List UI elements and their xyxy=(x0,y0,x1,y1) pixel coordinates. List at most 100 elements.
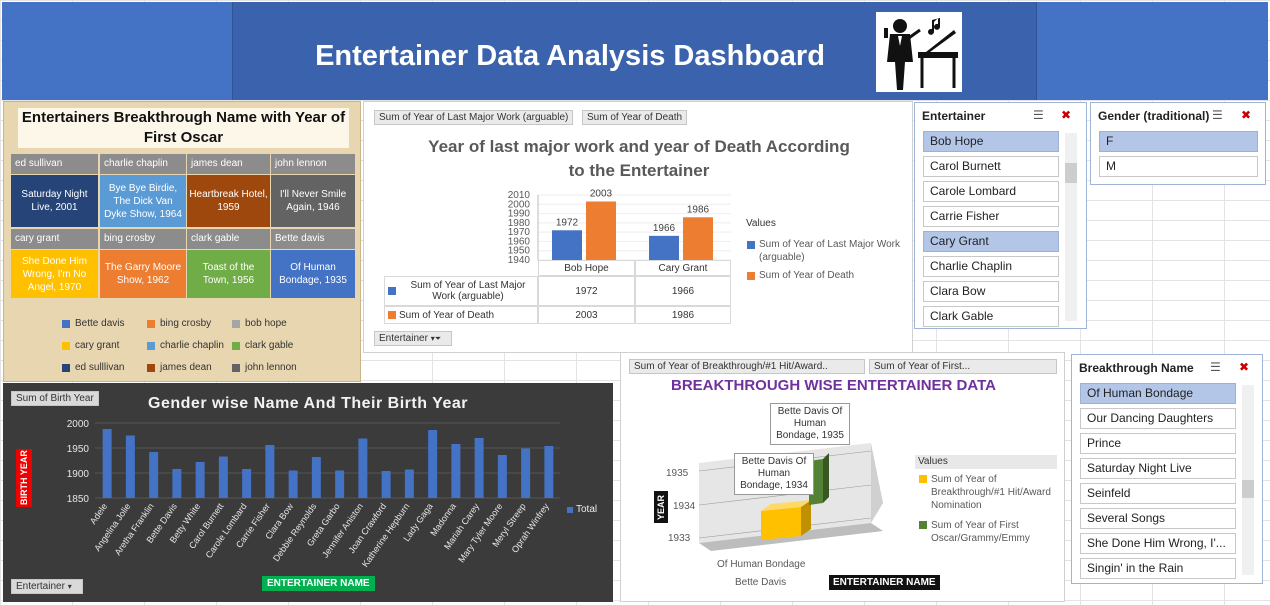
bar[interactable] xyxy=(586,201,616,261)
legend-label: Bette davis xyxy=(75,318,125,329)
chart-title: Year of last major work and year of Deat… xyxy=(428,137,850,180)
bar[interactable] xyxy=(149,452,159,498)
bar[interactable] xyxy=(649,235,679,260)
bar[interactable] xyxy=(474,438,484,498)
entertainer-filter-button[interactable]: Entertainer ▾ xyxy=(11,579,83,594)
table-col-header: Bob Hope xyxy=(538,260,635,276)
treemap-cell[interactable]: Bye Bye Birdie, The Dick Van Dyke Show, … xyxy=(100,175,186,227)
bar[interactable] xyxy=(218,456,228,499)
slicer-item[interactable]: M xyxy=(1099,156,1258,177)
slicer-item[interactable]: Carole Lombard xyxy=(923,181,1059,202)
clear-filter-icon[interactable]: ✖ xyxy=(1241,108,1252,122)
tick-label: 2010 xyxy=(508,190,531,201)
legend-swatch xyxy=(147,341,155,350)
multi-select-icon[interactable]: ☰ xyxy=(1210,360,1221,374)
slicer-item[interactable]: Cary Grant xyxy=(923,231,1059,252)
table-col-header: Cary Grant xyxy=(635,260,731,276)
bar[interactable] xyxy=(195,462,205,498)
slicer-item[interactable]: Clara Bow xyxy=(923,281,1059,302)
legend-item: Sum of Year of Last Major Work (arguable… xyxy=(747,238,907,264)
field-button[interactable]: Sum of Birth Year xyxy=(11,391,99,406)
multi-select-icon[interactable]: ☰ xyxy=(1033,108,1044,122)
treemap-cell[interactable]: Toast of the Town, 1956 xyxy=(187,250,270,298)
slicer-item[interactable]: Saturday Night Live xyxy=(1080,458,1236,479)
field-button[interactable]: Sum of Year of Last Major Work (arguable… xyxy=(374,110,574,125)
treemap-cell[interactable]: She Done Him Wrong, I'm No Angel, 1970 xyxy=(11,250,98,298)
bar-breakthrough[interactable] xyxy=(761,500,811,540)
tick-label: 1933 xyxy=(668,533,691,544)
bar[interactable] xyxy=(102,429,112,498)
slicer-item[interactable]: Bob Hope xyxy=(923,131,1059,152)
legend-label: james dean xyxy=(160,362,212,373)
bar[interactable] xyxy=(335,470,345,499)
bar[interactable] xyxy=(311,457,321,498)
tick-label: 2000 xyxy=(508,199,531,210)
slicer-item[interactable]: Carol Burnett xyxy=(923,156,1059,177)
entertainer-filter-button[interactable]: Entertainer ▾⏷ xyxy=(374,331,452,346)
legend-item: john lennon xyxy=(232,362,297,373)
slicer-item[interactable]: Seinfeld xyxy=(1080,483,1236,504)
legend-label: ed sulllivan xyxy=(75,362,125,373)
data-callout: Bette Davis Of Human Bondage, 1935 xyxy=(770,403,850,445)
clear-filter-icon[interactable]: ✖ xyxy=(1061,108,1072,122)
category-label: Bette Davis xyxy=(735,577,787,588)
tick-label: 1990 xyxy=(508,209,531,220)
clear-filter-icon[interactable]: ✖ xyxy=(1239,360,1250,374)
tick-label: 2000 xyxy=(67,419,90,430)
slicer-item[interactable]: Prince xyxy=(1080,433,1236,454)
scroll-thumb[interactable] xyxy=(1242,480,1254,498)
treemap-header: bing crosby xyxy=(100,229,186,249)
field-button[interactable]: Sum of Year of Breakthrough/#1 Hit/Award… xyxy=(629,359,865,374)
treemap-cell[interactable]: Saturday Night Live, 2001 xyxy=(11,175,98,227)
bar[interactable] xyxy=(265,445,275,498)
multi-select-icon[interactable]: ☰ xyxy=(1212,108,1223,122)
bar[interactable] xyxy=(683,217,713,260)
legend-item: clark gable xyxy=(232,340,293,351)
birth-year-chart: Sum of Birth Year Gender wise Name And T… xyxy=(3,383,613,602)
scrollbar[interactable] xyxy=(1065,133,1077,321)
treemap-cell[interactable]: I'll Never Smile Again, 1946 xyxy=(271,175,355,227)
bar[interactable] xyxy=(451,444,461,498)
slicer-item[interactable]: Our Dancing Daughters xyxy=(1080,408,1236,429)
slicer-item[interactable]: Of Human Bondage xyxy=(1080,383,1236,404)
slicer-item[interactable]: Clark Gable xyxy=(923,306,1059,327)
slicer-item[interactable]: She Done Him Wrong, I'... xyxy=(1080,533,1236,554)
bar[interactable] xyxy=(428,430,438,498)
field-button[interactable]: Sum of Year of First... xyxy=(869,359,1057,374)
legend-item: bing crosby xyxy=(147,318,211,329)
treemap-cell[interactable]: Of Human Bondage, 1935 xyxy=(271,250,355,298)
scroll-thumb[interactable] xyxy=(1065,163,1077,183)
treemap-header: charlie chaplin xyxy=(100,154,186,174)
slicer-item[interactable]: Several Songs xyxy=(1080,508,1236,529)
field-button[interactable]: Sum of Year of Death xyxy=(582,110,688,125)
bar[interactable] xyxy=(242,469,252,498)
bar[interactable] xyxy=(552,230,582,260)
table-cell: 2003 xyxy=(538,306,635,324)
bar[interactable] xyxy=(172,469,182,498)
category-label: Of Human Bondage xyxy=(717,559,806,570)
slicer-item[interactable]: Carrie Fisher xyxy=(923,206,1059,227)
legend-swatch xyxy=(147,319,155,328)
slicer-item[interactable]: Charlie Chaplin xyxy=(923,256,1059,277)
bar[interactable] xyxy=(404,469,414,499)
treemap-cell[interactable]: The Garry Moore Show, 1962 xyxy=(100,250,186,298)
x-axis-label: ENTERTAINER NAME xyxy=(829,575,940,590)
bar[interactable] xyxy=(521,448,531,499)
treemap-cell[interactable]: Heartbreak Hotel, 1959 xyxy=(187,175,270,227)
bar[interactable] xyxy=(544,446,554,498)
legend-item: Sum of Year of First Oscar/Grammy/Emmy xyxy=(919,519,1059,545)
legend-swatch xyxy=(232,341,240,350)
legend-label: bob hope xyxy=(245,318,287,329)
legend-label: bing crosby xyxy=(160,318,212,329)
bar[interactable] xyxy=(125,435,135,499)
bar[interactable] xyxy=(288,470,298,499)
slicer-item[interactable]: Singin' in the Rain xyxy=(1080,558,1236,579)
slicer-item[interactable]: F xyxy=(1099,131,1258,152)
bar[interactable] xyxy=(497,455,507,498)
legend-label: clark gable xyxy=(245,340,294,351)
bar[interactable] xyxy=(381,471,391,498)
bar[interactable] xyxy=(358,438,368,499)
legend-item: Bette davis xyxy=(62,318,124,329)
